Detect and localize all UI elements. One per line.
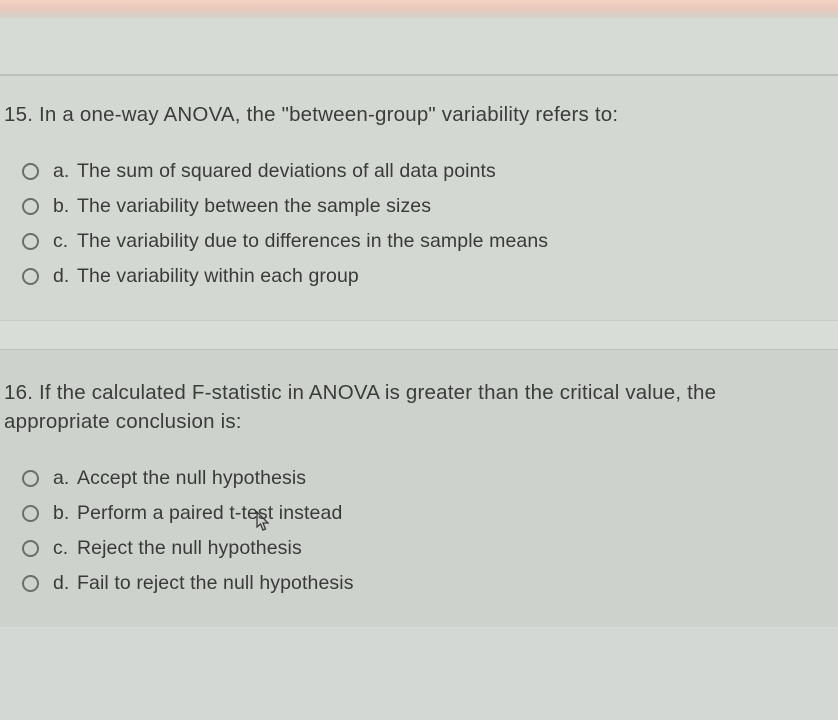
option-15-a[interactable]: a. The sum of squared deviations of all … xyxy=(22,160,818,183)
radio-icon[interactable] xyxy=(22,470,39,487)
option-letter: a. xyxy=(53,160,77,183)
option-letter: d. xyxy=(53,572,77,595)
option-15-d[interactable]: d. The variability within each group xyxy=(22,265,818,288)
question-divider xyxy=(0,320,838,350)
top-color-bar xyxy=(0,0,838,18)
option-15-b[interactable]: b. The variability between the sample si… xyxy=(22,195,818,218)
option-text: Accept the null hypothesis xyxy=(77,467,306,490)
option-text: The variability between the sample sizes xyxy=(77,195,431,218)
option-letter: b. xyxy=(53,195,77,218)
option-text: The variability due to differences in th… xyxy=(77,230,548,253)
option-letter: b. xyxy=(53,502,77,525)
option-16-a[interactable]: a. Accept the null hypothesis xyxy=(22,467,818,490)
question-15-text: 15. In a one-way ANOVA, the "between-gro… xyxy=(4,100,818,130)
question-16-options: a. Accept the null hypothesis b. Perform… xyxy=(4,467,818,595)
radio-icon[interactable] xyxy=(22,268,39,285)
option-16-d[interactable]: d. Fail to reject the null hypothesis xyxy=(22,572,818,595)
radio-icon[interactable] xyxy=(22,233,39,250)
option-text: The variability within each group xyxy=(77,265,359,288)
radio-icon[interactable] xyxy=(22,163,39,180)
option-16-b[interactable]: b. Perform a paired t-test instead xyxy=(22,502,818,525)
question-16-text: 16. If the calculated F-statistic in ANO… xyxy=(4,378,818,437)
option-text: Perform a paired t-test instead xyxy=(77,502,342,525)
option-15-c[interactable]: c. The variability due to differences in… xyxy=(22,230,818,253)
question-number: 15. xyxy=(4,103,33,126)
question-prompt: In a one-way ANOVA, the "between-group" … xyxy=(39,103,618,126)
option-letter: d. xyxy=(53,265,77,288)
option-text: The sum of squared deviations of all dat… xyxy=(77,160,496,183)
option-16-c[interactable]: c. Reject the null hypothesis xyxy=(22,537,818,560)
radio-icon[interactable] xyxy=(22,505,39,522)
radio-icon[interactable] xyxy=(22,540,39,557)
option-text: Fail to reject the null hypothesis xyxy=(77,572,354,595)
question-15-block: 15. In a one-way ANOVA, the "between-gro… xyxy=(0,76,838,320)
question-15-options: a. The sum of squared deviations of all … xyxy=(4,160,818,288)
question-number: 16. xyxy=(4,381,33,404)
header-spacer xyxy=(0,18,838,76)
radio-icon[interactable] xyxy=(22,198,39,215)
option-letter: a. xyxy=(53,467,77,490)
option-letter: c. xyxy=(53,537,77,560)
question-prompt: If the calculated F-statistic in ANOVA i… xyxy=(4,381,716,434)
option-text: Reject the null hypothesis xyxy=(77,537,302,560)
option-letter: c. xyxy=(53,230,77,253)
question-16-block: 16. If the calculated F-statistic in ANO… xyxy=(0,350,838,627)
radio-icon[interactable] xyxy=(22,575,39,592)
